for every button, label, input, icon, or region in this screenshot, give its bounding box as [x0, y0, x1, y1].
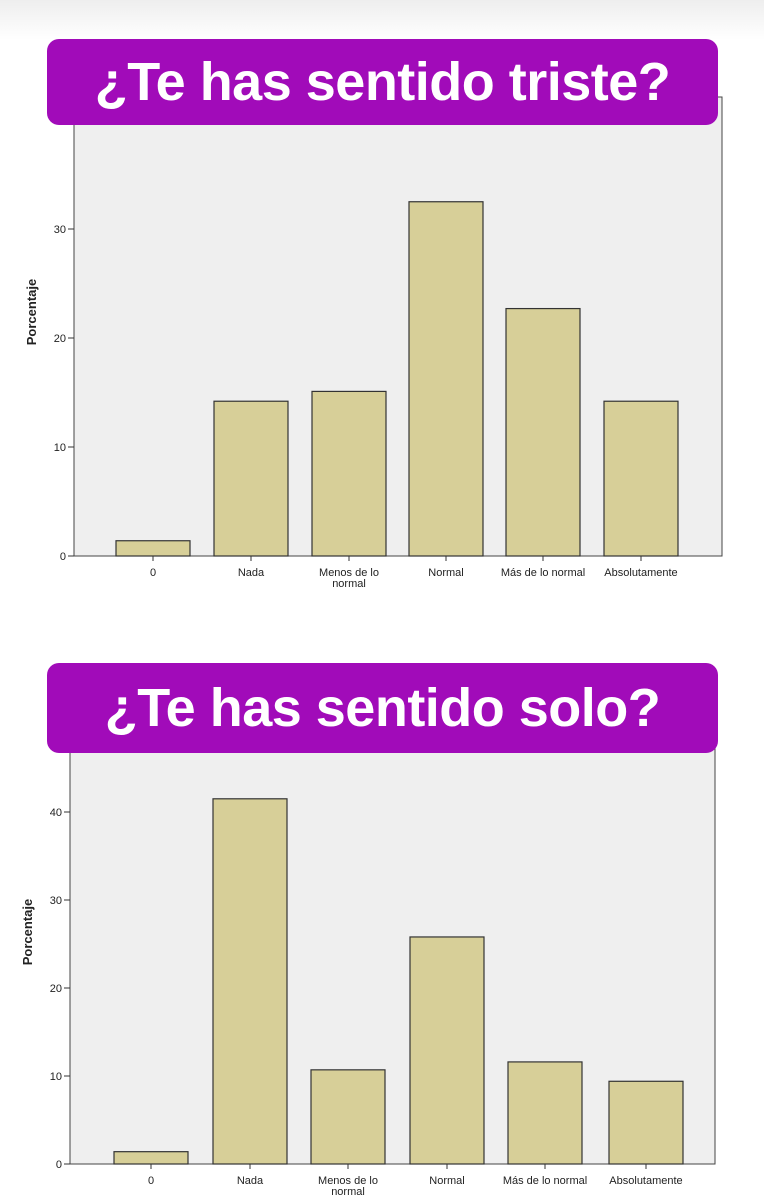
- y-tick-label: 10: [54, 442, 66, 454]
- y-axis-label: Porcentaje: [24, 279, 39, 345]
- bar-absolutamente: [608, 1080, 684, 1165]
- x-tick-label: Nada: [237, 1175, 264, 1187]
- y-tick-label: 30: [50, 895, 62, 907]
- y-tick-label: 40: [50, 807, 62, 819]
- bar-0: [113, 1151, 189, 1165]
- y-axis-label: Porcentaje: [20, 899, 35, 965]
- plot-area: [69, 699, 716, 1165]
- x-tick-label: 0: [148, 1175, 154, 1187]
- x-tick-label: Más de lo normal: [501, 567, 585, 579]
- bar-menos-de-lo-normal: [310, 1069, 386, 1165]
- bar-nada: [212, 798, 288, 1165]
- chart-title-banner: ¿Te has sentido triste?: [47, 39, 718, 125]
- x-tick-label: Absolutamente: [609, 1175, 682, 1187]
- y-tick-label: 20: [50, 983, 62, 995]
- x-tick-label: Menos de lo normal: [319, 567, 379, 590]
- x-tick-label: Normal: [428, 567, 463, 579]
- top-fade: [0, 0, 764, 40]
- bar-nada: [213, 400, 289, 557]
- bar-más-de-lo-normal: [505, 307, 581, 557]
- y-tick-label: 0: [56, 1159, 62, 1171]
- x-tick-label: Normal: [429, 1175, 464, 1187]
- bar-normal: [408, 201, 484, 557]
- y-tick-label: 30: [54, 224, 66, 236]
- bar-más-de-lo-normal: [507, 1061, 583, 1165]
- bar-normal: [409, 936, 485, 1165]
- x-tick-label: Menos de lo normal: [318, 1175, 378, 1197]
- y-tick-label: 0: [60, 551, 66, 563]
- x-tick-label: Más de lo normal: [503, 1175, 587, 1187]
- y-tick-label: 20: [54, 333, 66, 345]
- x-tick-label: Absolutamente: [604, 567, 677, 579]
- chart-title-banner: ¿Te has sentido solo?: [47, 663, 718, 753]
- bar-absolutamente: [603, 400, 679, 557]
- bar-0: [115, 540, 191, 557]
- bar-menos-de-lo-normal: [311, 390, 387, 557]
- x-tick-label: 0: [150, 567, 156, 579]
- x-tick-label: Nada: [238, 567, 265, 579]
- y-tick-label: 10: [50, 1071, 62, 1083]
